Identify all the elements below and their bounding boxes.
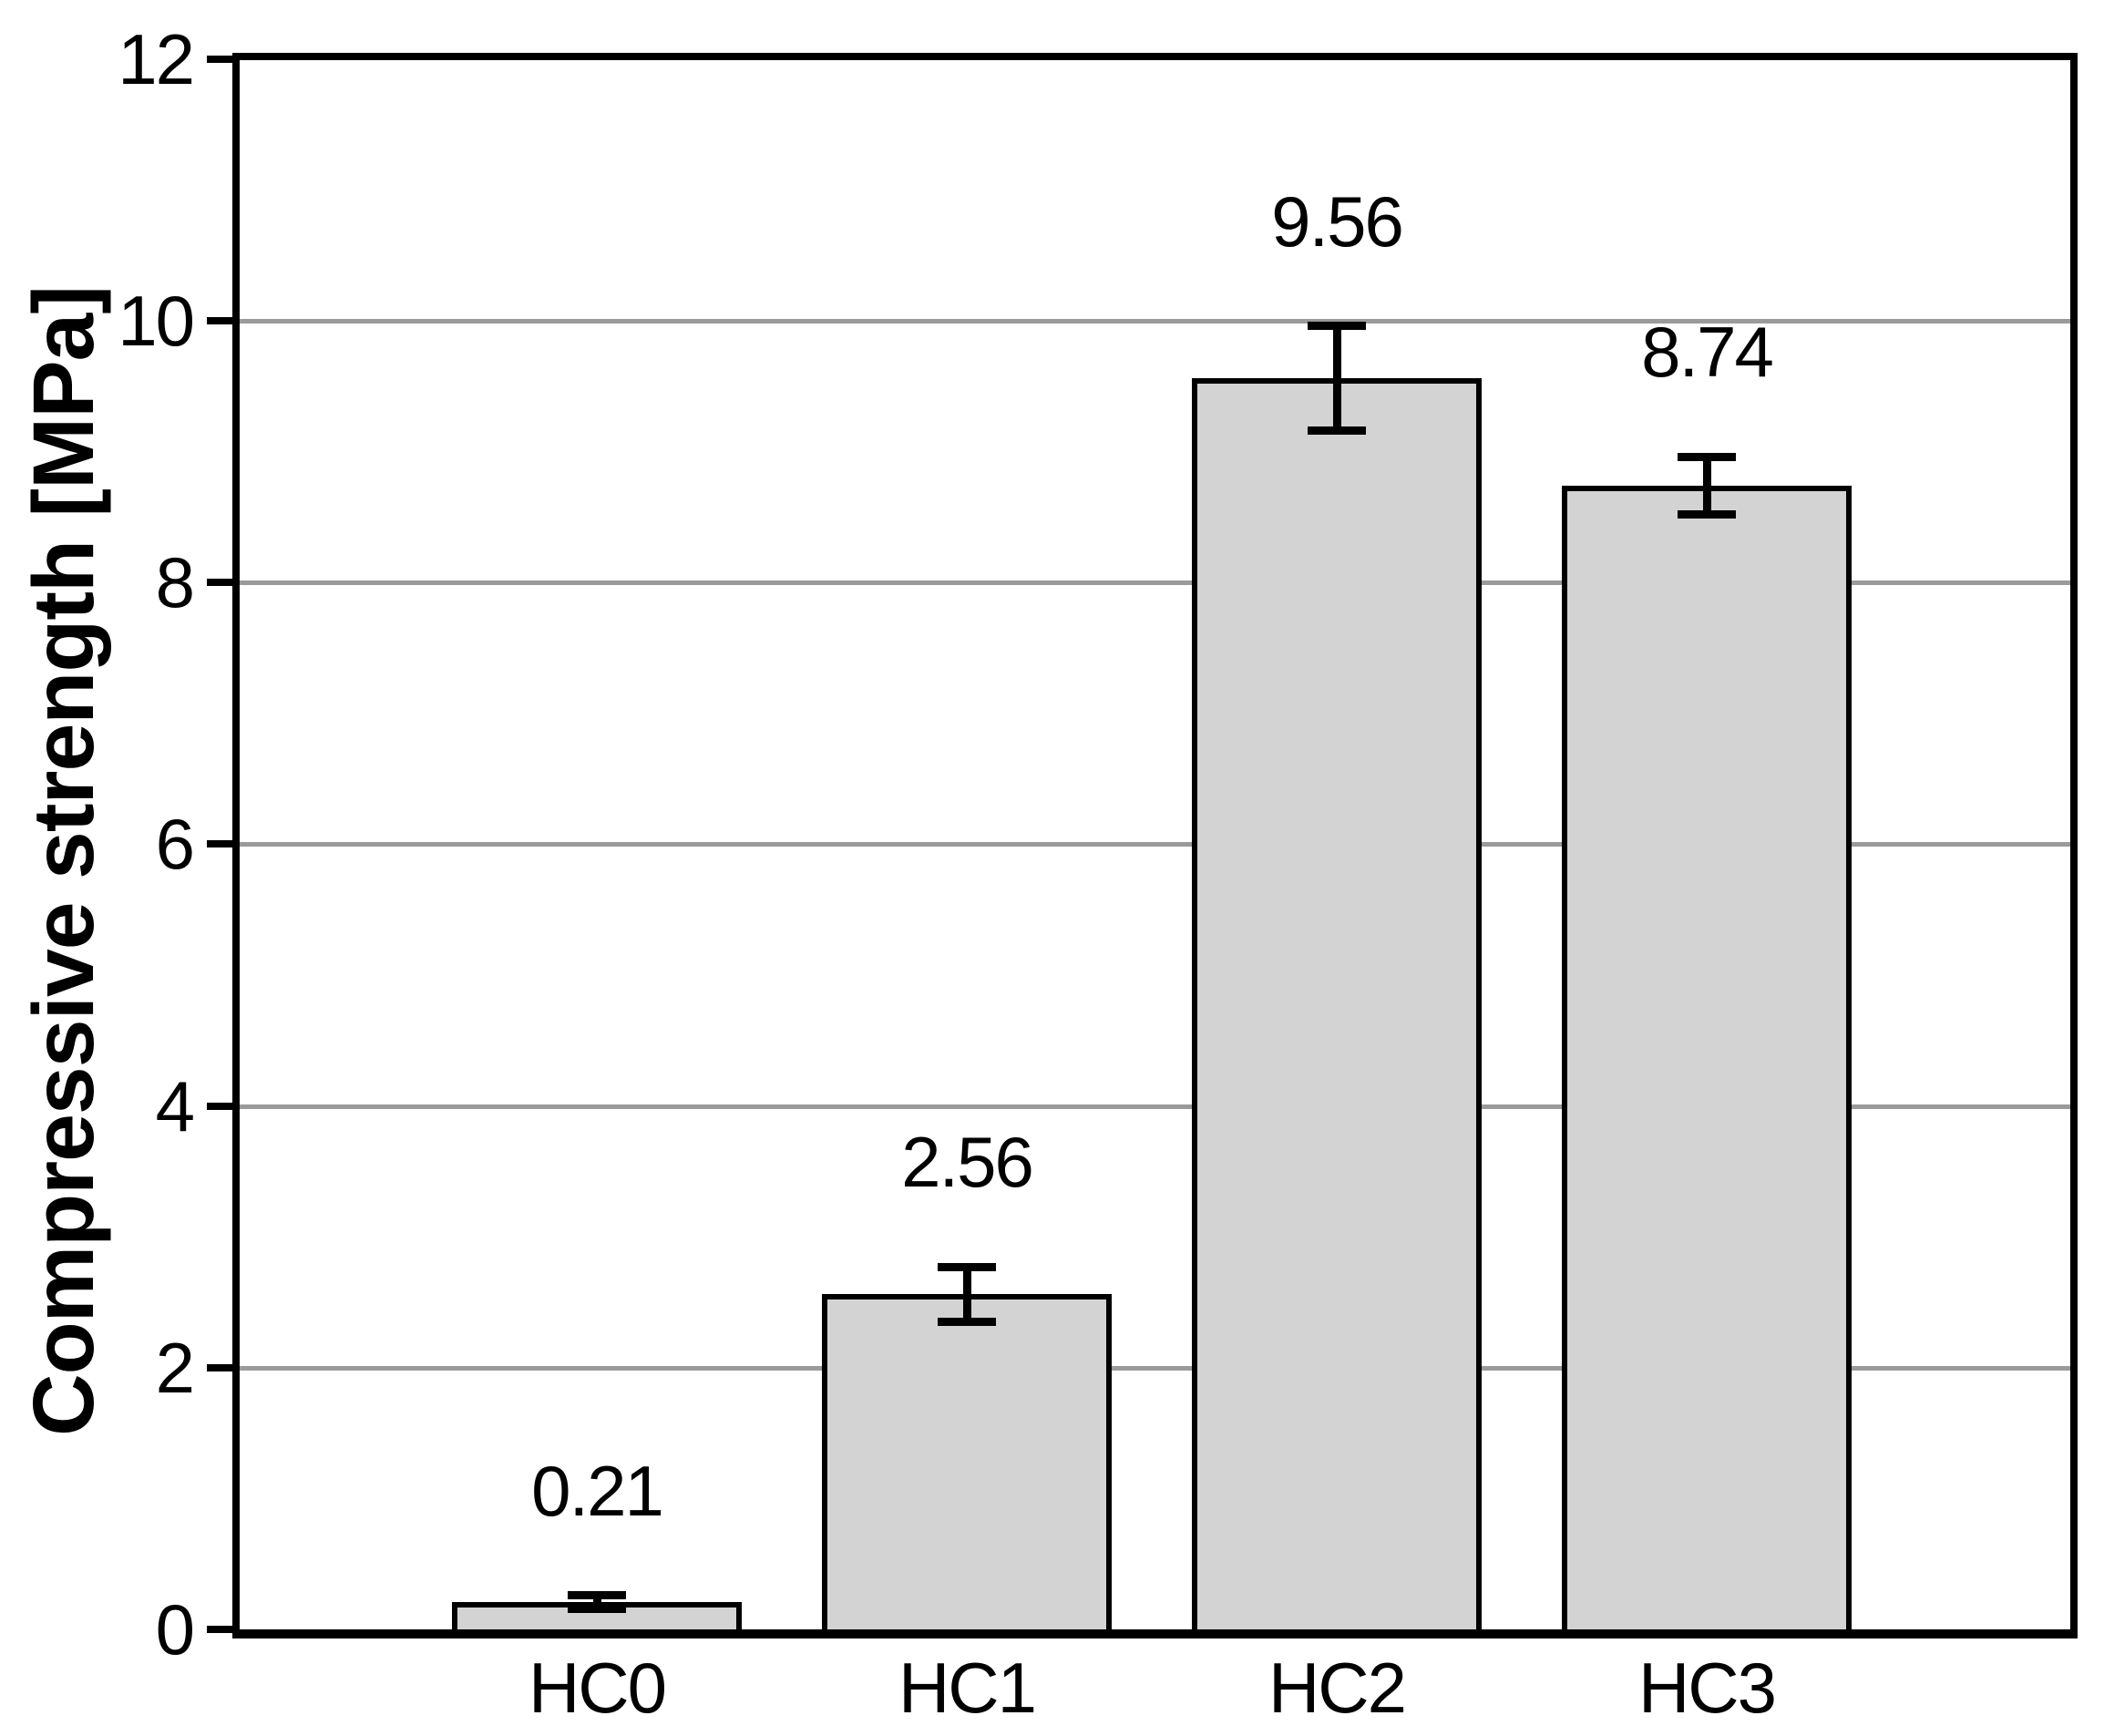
y-tick-label-10: 10 (118, 281, 195, 361)
error-bar-stem-HC2 (1332, 325, 1341, 431)
error-bar-bottom-cap-HC2 (1308, 426, 1366, 436)
y-tick-label-12: 12 (118, 18, 195, 99)
y-tick-0 (207, 1626, 232, 1633)
value-label-HC2: 9.56 (1271, 180, 1404, 262)
x-category-label-HC3: HC3 (1637, 1648, 1777, 1728)
y-tick-label-8: 8 (155, 542, 195, 623)
y-tick-label-2: 2 (155, 1327, 195, 1408)
gridline-2 (240, 1365, 2070, 1371)
value-label-HC3: 8.74 (1641, 312, 1774, 393)
x-category-label-HC2: HC2 (1268, 1648, 1407, 1728)
error-bar-bottom-cap-HC0 (568, 1604, 626, 1613)
y-tick-4 (207, 1102, 232, 1110)
error-bar-stem-HC3 (1702, 457, 1711, 515)
value-label-HC0: 0.21 (531, 1450, 664, 1531)
error-bar-top-cap-HC2 (1308, 322, 1366, 331)
y-tick-label-6: 6 (155, 804, 195, 885)
y-tick-10 (207, 317, 232, 324)
bar-HC1 (822, 1294, 1112, 1629)
gridline-10 (240, 319, 2070, 324)
y-tick-6 (207, 840, 232, 848)
error-bar-stem-HC1 (962, 1267, 971, 1322)
y-tick-label-0: 0 (155, 1589, 195, 1669)
bar-HC3 (1562, 485, 1852, 1629)
value-label-HC1: 2.56 (901, 1122, 1034, 1203)
y-tick-12 (207, 55, 232, 63)
bar-HC2 (1192, 378, 1482, 1629)
y-tick-2 (207, 1363, 232, 1371)
gridline-8 (240, 580, 2070, 586)
error-bar-bottom-cap-HC3 (1678, 510, 1736, 519)
gridline-6 (240, 842, 2070, 847)
error-bar-stem-HC0 (592, 1595, 601, 1609)
x-category-label-HC0: HC0 (528, 1648, 667, 1728)
y-tick-label-4: 4 (155, 1065, 195, 1146)
error-bar-top-cap-HC1 (938, 1262, 996, 1271)
error-bar-bottom-cap-HC1 (938, 1318, 996, 1327)
x-category-label-HC1: HC1 (898, 1648, 1037, 1728)
gridline-4 (240, 1104, 2070, 1109)
error-bar-top-cap-HC3 (1678, 452, 1736, 461)
y-tick-8 (207, 579, 232, 587)
error-bar-top-cap-HC0 (568, 1591, 626, 1600)
